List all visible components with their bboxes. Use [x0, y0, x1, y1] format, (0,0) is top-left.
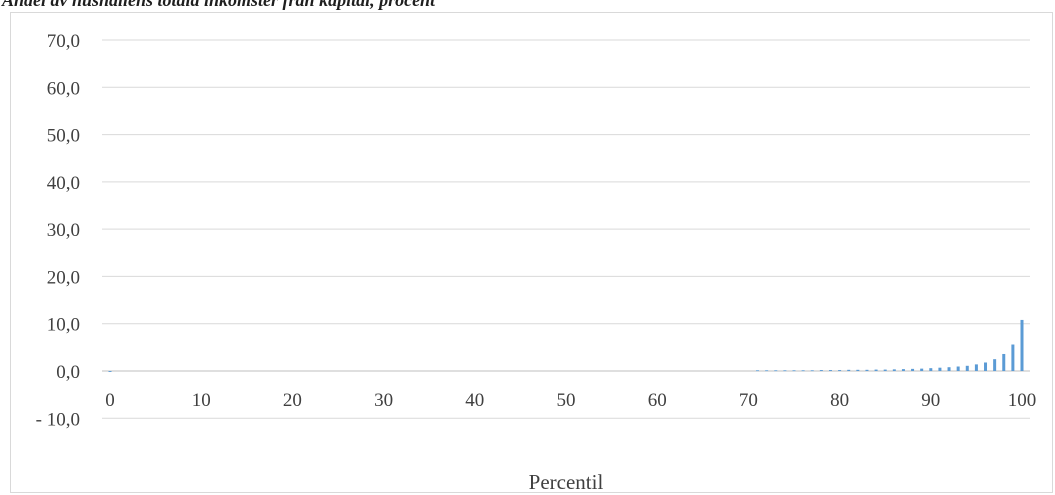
x-tick-label: 20 [283, 390, 302, 411]
bar [810, 370, 814, 372]
bar [756, 370, 760, 372]
bar [892, 369, 896, 371]
bar [865, 369, 869, 371]
bar [1011, 344, 1015, 371]
bar [774, 370, 778, 372]
bar [792, 370, 796, 372]
x-tick-label: 70 [739, 390, 758, 411]
bar [847, 369, 851, 371]
bar [828, 370, 832, 371]
x-tick-label: 60 [648, 390, 667, 411]
bar [947, 367, 951, 371]
y-tick-label: 60,0 [47, 78, 80, 99]
y-tick-label: 70,0 [47, 31, 80, 52]
bar [838, 370, 842, 371]
chart-frame [10, 12, 1053, 493]
x-tick-label: 10 [192, 390, 211, 411]
bar [856, 369, 860, 371]
bar [883, 369, 887, 371]
y-tick-label: 0,0 [56, 362, 80, 383]
bar [819, 370, 823, 371]
bar [938, 367, 942, 371]
bar [108, 371, 112, 372]
y-tick-label: 10,0 [47, 315, 80, 336]
x-tick-label: 40 [465, 390, 484, 411]
bar [1002, 353, 1006, 371]
bar [874, 369, 878, 371]
y-tick-label: 50,0 [47, 126, 80, 147]
bar [801, 370, 805, 372]
x-tick-label: 80 [830, 390, 849, 411]
bar [901, 369, 905, 371]
bar [974, 364, 978, 371]
y-tick-label: - 10,0 [36, 409, 80, 430]
chart-caption: Andel av hushållens totala inkomster frå… [2, 0, 436, 10]
bar [956, 366, 960, 371]
bar [765, 370, 769, 372]
y-tick-label: 20,0 [47, 267, 80, 288]
bar [965, 365, 969, 371]
x-tick-label: 100 [1008, 390, 1037, 411]
bar [1020, 319, 1024, 371]
bar [993, 359, 997, 371]
x-axis-title: Percentil [529, 470, 604, 494]
bar [911, 368, 915, 371]
y-tick-label: 40,0 [47, 173, 80, 194]
x-tick-label: 0 [105, 390, 115, 411]
x-tick-label: 30 [374, 390, 393, 411]
x-tick-label: 50 [557, 390, 576, 411]
x-tick-label: 90 [921, 390, 940, 411]
y-tick-label: 30,0 [47, 220, 80, 241]
bar [929, 368, 933, 371]
bar [783, 370, 787, 372]
bar [920, 368, 924, 371]
bar [984, 362, 988, 371]
